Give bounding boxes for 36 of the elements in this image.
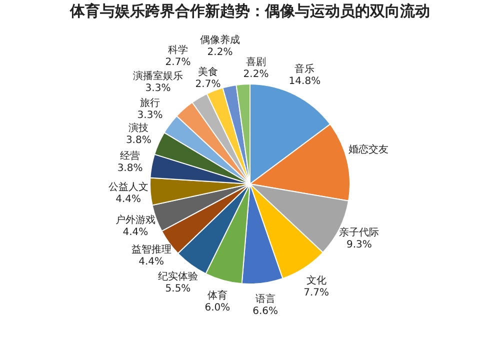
slice-label: 音乐 <box>294 62 315 75</box>
data-label: 3.8% <box>126 135 152 146</box>
data-label: 3.3% <box>137 110 163 121</box>
slice-label: 美食 <box>198 66 218 78</box>
data-label: 4.4% <box>122 227 148 238</box>
slice-label: 文化 <box>306 274 326 286</box>
slice-label: 经营 <box>120 150 140 162</box>
slice-label: 公益人文 <box>108 181 148 194</box>
data-label: 14.8% <box>288 76 321 87</box>
data-label: 4.4% <box>116 194 142 206</box>
slice-label: 纪实体验 <box>158 270 198 282</box>
slice-label: 体育 <box>207 290 228 302</box>
data-label: 2.7% <box>195 79 221 90</box>
data-label: 6.0% <box>204 302 230 314</box>
data-label: 4.4% <box>138 256 164 268</box>
data-label: 7.7% <box>304 287 330 298</box>
slice-label: 旅行 <box>140 97 160 109</box>
data-label: 9.3% <box>346 239 372 250</box>
slice-label: 科学 <box>168 44 188 56</box>
data-label: 5.5% <box>165 283 191 294</box>
slice-label: 演播室娱乐 <box>133 70 183 82</box>
data-label: 2.7% <box>165 57 191 68</box>
data-label: 6.6% <box>252 306 278 318</box>
data-label: 2.2% <box>207 47 233 58</box>
slice-label: 语言 <box>255 293 276 306</box>
slice-label: 偶像养成 <box>200 34 240 46</box>
data-label: 3.8% <box>117 162 143 174</box>
slice-label: 演技 <box>128 122 149 134</box>
slice-label: 喜剧 <box>246 56 266 68</box>
slice-label: 益智推理 <box>131 244 172 256</box>
data-label: 2.2% <box>243 69 269 80</box>
slice-label: 户外游戏 <box>115 214 156 226</box>
slice-label: 婚恋交友 <box>348 144 389 156</box>
chart-title: 体育与娱乐跨界合作新趋势：偶像与运动员的双向流动 <box>69 2 430 20</box>
data-label: 3.3% <box>145 83 171 94</box>
slice-label: 亲子代际 <box>339 226 380 238</box>
